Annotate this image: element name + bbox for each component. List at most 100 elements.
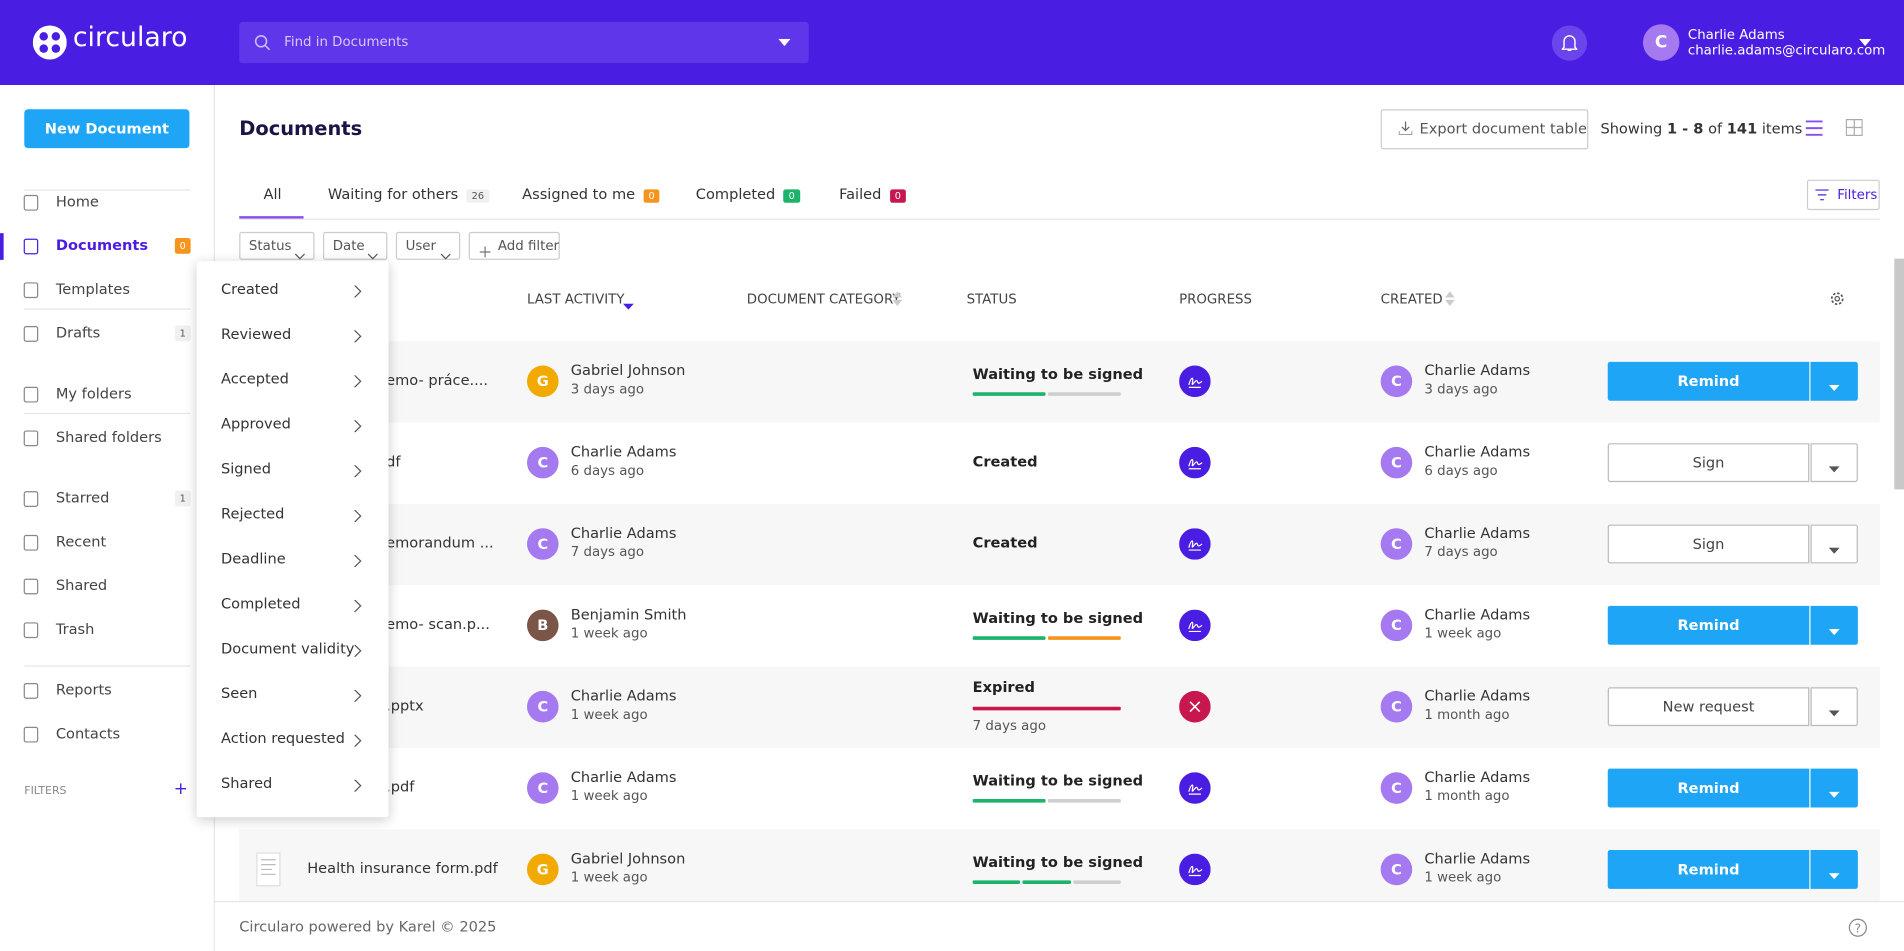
grid-view[interactable] [1846, 119, 1863, 136]
dropdown-item[interactable]: Reviewed [221, 325, 291, 342]
nav-item[interactable]: Trash [56, 621, 95, 638]
dropdown-chevron-svg [353, 690, 362, 702]
dropdown-item[interactable]: Deadline [221, 550, 286, 567]
column-header: DOCUMENT CATEGORY [747, 291, 901, 307]
action-button[interactable]: Remind [1608, 769, 1810, 808]
action-button[interactable]: Sign [1608, 443, 1810, 482]
dropdown-item[interactable]: Accepted [221, 370, 289, 387]
action-menu[interactable] [1811, 362, 1858, 401]
dropdown-item[interactable]: Created [221, 281, 279, 298]
filter-chip-label: User [406, 238, 436, 254]
dropdown-item[interactable]: Approved [221, 415, 291, 432]
status-bar-segment [1048, 392, 1121, 396]
dropdown-item[interactable]: Document validity [221, 640, 354, 657]
scrollbar[interactable] [1894, 259, 1904, 490]
filter-chip[interactable]: Status [239, 232, 314, 260]
nav-item[interactable]: Documents [56, 237, 148, 254]
nav-item[interactable]: Shared [56, 577, 107, 594]
tab[interactable]: All [264, 186, 282, 203]
action-menu[interactable] [1811, 850, 1858, 889]
document-name[interactable]: .pptx [386, 697, 423, 714]
nav-icon [23, 491, 40, 512]
action-caret [1829, 703, 1840, 720]
document-name[interactable]: emo- práce.... [386, 372, 488, 389]
action-menu[interactable] [1811, 687, 1858, 726]
dropdown-chevron [353, 329, 362, 346]
dropdown-item[interactable]: Seen [221, 685, 257, 702]
tab[interactable]: Failed0 [839, 186, 906, 203]
document-name[interactable]: Health insurance form.pdf [307, 860, 498, 877]
nav-item[interactable]: My folders [56, 385, 132, 402]
dropdown-chevron [353, 733, 362, 750]
filter-chip[interactable]: User [396, 232, 460, 260]
action-button[interactable]: Remind [1608, 850, 1810, 889]
column-header: PROGRESS [1179, 291, 1252, 307]
dropdown-item[interactable]: Signed [221, 460, 271, 477]
activity-avatar: C [527, 772, 559, 804]
dropdown-item[interactable]: Shared [221, 775, 272, 792]
add-filter[interactable]: Add filter [469, 232, 560, 260]
document-name[interactable]: emorandum ... [386, 534, 493, 551]
status-bar-segment [1023, 880, 1071, 884]
dropdown-chevron-svg [353, 330, 362, 342]
dropdown-chevron [353, 284, 362, 301]
created-avatar: C [1381, 772, 1413, 804]
created-time: 3 days ago [1424, 381, 1497, 397]
nav-item[interactable]: Shared folders [56, 429, 162, 446]
user-avatar[interactable]: C [1643, 24, 1679, 60]
progress-icon-svg [1179, 772, 1211, 804]
dropdown-item[interactable]: Completed [221, 595, 300, 612]
progress-icon-svg [1179, 691, 1211, 723]
search-box[interactable]: Find in Documents [239, 22, 809, 63]
action-menu[interactable] [1811, 443, 1858, 482]
nav-item[interactable]: Home [56, 193, 99, 210]
action-menu[interactable] [1811, 525, 1858, 564]
tab[interactable]: Waiting for others26 [328, 186, 489, 203]
dropdown-item[interactable]: Rejected [221, 505, 284, 522]
search-caret [778, 39, 790, 46]
action-caret [1829, 784, 1840, 801]
action-button[interactable]: Remind [1608, 362, 1810, 401]
nav-item[interactable]: Contacts [56, 725, 120, 742]
action-caret [1829, 866, 1840, 883]
nav-item[interactable]: Recent [56, 533, 106, 550]
help-icon[interactable]: ? [1848, 918, 1867, 937]
document-name[interactable]: emo- scan.p... [386, 616, 490, 633]
nav-icon-svg [23, 282, 40, 299]
action-caret-svg [1829, 873, 1840, 879]
document-name[interactable]: .pdf [386, 778, 414, 795]
action-button[interactable]: Remind [1608, 606, 1810, 645]
nav-icon [23, 238, 40, 259]
showing-part: Showing [1600, 120, 1662, 137]
new-document-button[interactable]: New Document [24, 109, 189, 148]
activity-time: 6 days ago [571, 463, 644, 479]
doc-thumbnail [256, 852, 280, 890]
action-menu[interactable] [1811, 769, 1858, 808]
list-view[interactable] [1806, 120, 1823, 136]
nav-item[interactable]: Reports [56, 681, 112, 698]
created-user: Charlie Adams [1424, 769, 1530, 786]
nav-icon-svg [23, 430, 40, 447]
nav-item[interactable]: Drafts [56, 324, 100, 341]
tab-count: 0 [784, 189, 800, 202]
dropdown-chevron-svg [353, 465, 362, 477]
nav-item[interactable]: Starred [56, 489, 110, 506]
tab[interactable]: Assigned to me0 [522, 186, 659, 203]
sidebar: New Document FILTERS + HomeDocuments0Tem… [0, 85, 215, 951]
download-icon [1399, 121, 1412, 134]
notifications[interactable] [1552, 26, 1587, 61]
action-button[interactable]: New request [1608, 687, 1810, 726]
dropdown-item[interactable]: Action requested [221, 730, 345, 747]
nav-item[interactable]: Templates [56, 281, 130, 298]
dropdown-chevron [353, 509, 362, 526]
add-filter-plus[interactable]: + [174, 780, 188, 799]
action-menu[interactable] [1811, 606, 1858, 645]
tab[interactable]: Completed0 [696, 186, 800, 203]
dropdown-chevron [353, 554, 362, 571]
nav-icon [23, 534, 40, 555]
dropdown-chevron-svg [353, 780, 362, 792]
action-button[interactable]: Sign [1608, 525, 1810, 564]
nav-icon-svg [23, 325, 40, 342]
action-caret [1829, 459, 1840, 476]
filter-chip[interactable]: Date [323, 232, 387, 260]
